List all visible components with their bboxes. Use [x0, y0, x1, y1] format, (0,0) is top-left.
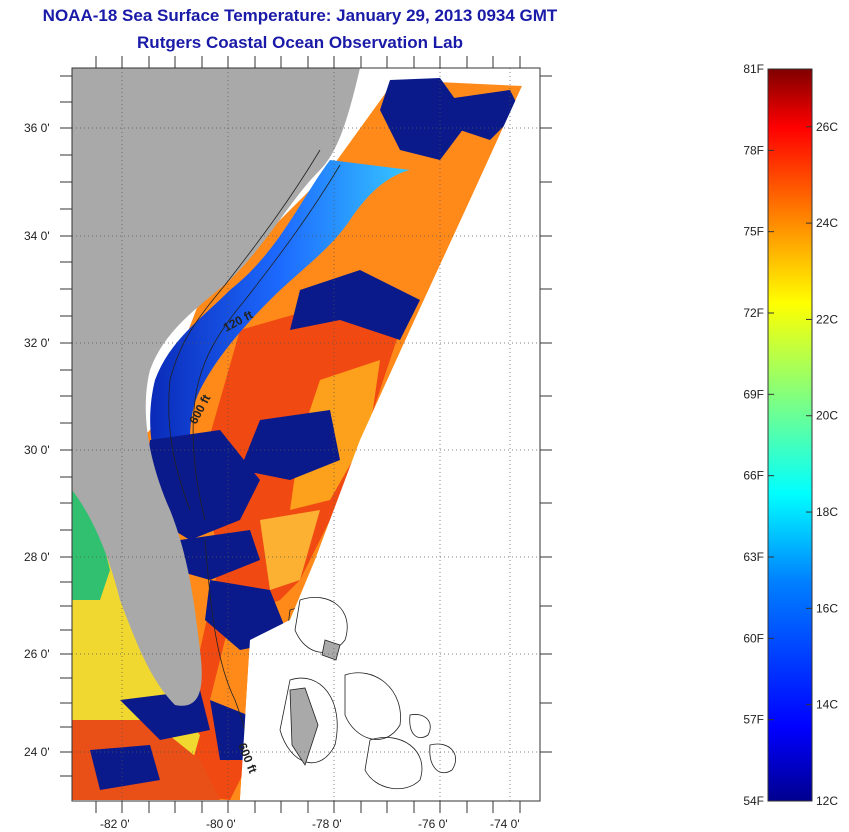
colorbar-f-label: 60F: [743, 631, 764, 645]
colorbar-celsius-labels: 26C 24C 22C 20C 18C 16C 14C 12C: [806, 120, 838, 808]
lat-label: 30 0': [24, 443, 50, 457]
no-data-region: [240, 86, 540, 801]
lat-label: 24 0': [24, 745, 50, 759]
colorbar-f-label: 57F: [743, 713, 764, 727]
map-imagery: [72, 68, 540, 801]
bahamas-bank-contours: [279, 597, 456, 789]
map-title: NOAA-18 Sea Surface Temperature: January…: [42, 6, 558, 25]
lat-label: 26 0': [24, 647, 50, 661]
colorbar-f-label: 75F: [743, 225, 764, 239]
colorbar-f-label: 63F: [743, 550, 764, 564]
lon-label: -82 0': [100, 817, 130, 831]
colorbar-c-label: 12C: [816, 794, 838, 808]
lat-label: 28 0': [24, 550, 50, 564]
lat-label: 32 0': [24, 336, 50, 350]
lat-label: 36 0': [24, 121, 50, 135]
bahamas-islands: [289, 639, 341, 766]
gulf-mexico-cool-patch: [72, 490, 110, 600]
colorbar-f-label: 69F: [743, 387, 764, 401]
lon-label: -80 0': [206, 817, 236, 831]
colorbar-f-label: 78F: [743, 143, 764, 157]
map-subtitle: Rutgers Coastal Ocean Observation Lab: [137, 33, 463, 52]
colorbar-fahrenheit-labels: 81F 78F 75F 72F 69F 66F 63F 60F 57F 54F: [743, 62, 774, 808]
lon-label: -74 0': [490, 817, 520, 831]
colorbar-f-label: 81F: [743, 62, 764, 76]
colorbar-c-label: 16C: [816, 601, 838, 615]
sst-moderate-patch-south: [260, 510, 320, 590]
colorbar-f-label: 72F: [743, 306, 764, 320]
axis-ticks: [60, 56, 552, 813]
colorbar: [767, 68, 813, 802]
lat-label: 34 0': [24, 229, 50, 243]
lon-label: -76 0': [418, 817, 448, 831]
colorbar-c-label: 24C: [816, 216, 838, 230]
colorbar-c-label: 14C: [816, 698, 838, 712]
map-border: [71, 67, 541, 802]
colorbar-f-label: 54F: [743, 794, 764, 808]
colorbar-c-label: 26C: [816, 120, 838, 134]
colorbar-f-label: 66F: [743, 469, 764, 483]
land-florida: [72, 68, 360, 706]
colorbar-c-label: 22C: [816, 312, 838, 326]
colorbar-c-label: 18C: [816, 505, 838, 519]
lon-label: -78 0': [312, 817, 342, 831]
colorbar-c-label: 20C: [816, 409, 838, 423]
